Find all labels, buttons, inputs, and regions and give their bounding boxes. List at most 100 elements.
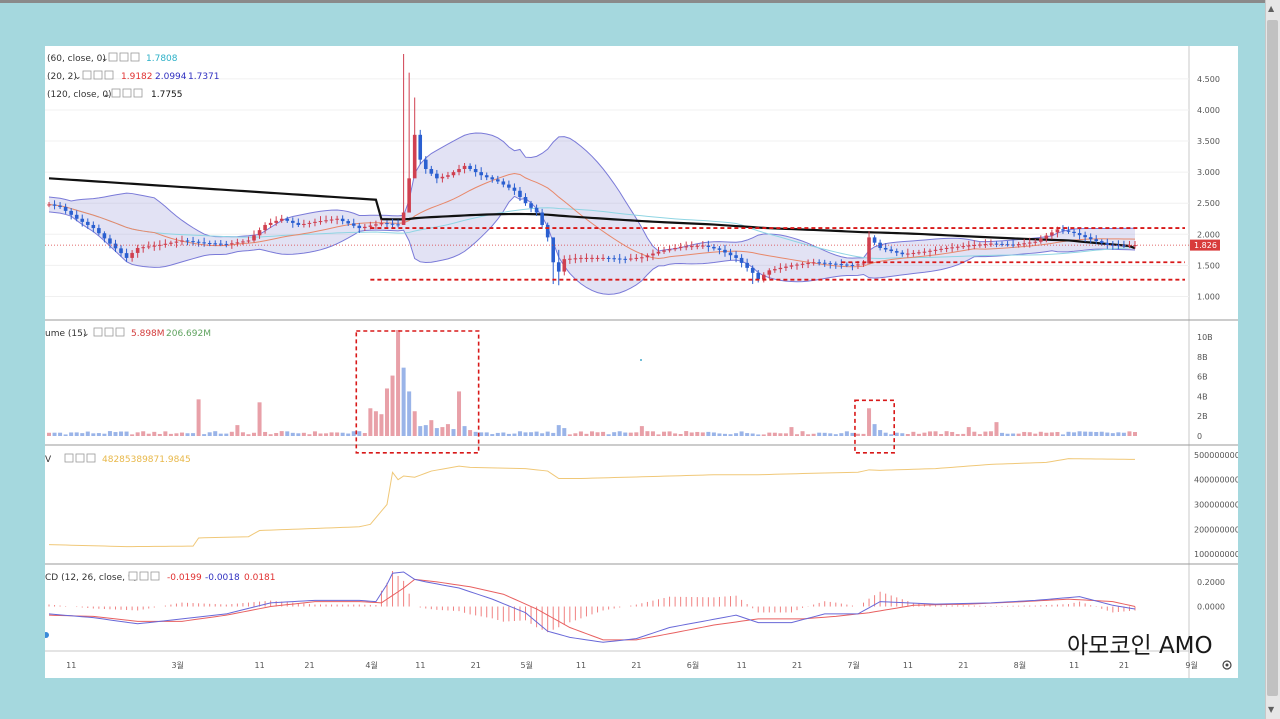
volume-bar[interactable]	[612, 432, 617, 436]
candle-body[interactable]	[257, 230, 262, 236]
volume-bar[interactable]	[667, 431, 672, 436]
volume-bar[interactable]	[1005, 433, 1010, 436]
legend-bollinger[interactable]: (20, 2) ⌄ 1.9182 2.0994 1.7371	[47, 70, 220, 82]
volume-bar[interactable]	[1000, 432, 1005, 436]
candle-body[interactable]	[523, 196, 528, 204]
candle-body[interactable]	[833, 263, 838, 265]
candle-body[interactable]	[712, 246, 716, 249]
candle-body[interactable]	[174, 241, 179, 243]
ma120-line[interactable]	[48, 177, 1136, 250]
volume-bar[interactable]	[634, 432, 639, 436]
gear-icon[interactable]	[93, 70, 103, 80]
volume-bar[interactable]	[440, 427, 445, 436]
candle-body[interactable]	[363, 226, 367, 229]
volume-bar[interactable]	[113, 432, 118, 436]
volume-bar[interactable]	[379, 414, 384, 436]
volume-bar[interactable]	[301, 432, 306, 436]
volume-bar[interactable]	[1033, 433, 1038, 436]
candle-body[interactable]	[390, 223, 395, 225]
candle-body[interactable]	[1022, 243, 1026, 245]
candle-body[interactable]	[74, 214, 79, 219]
candle-body[interactable]	[1011, 244, 1015, 246]
candle-body[interactable]	[784, 266, 788, 268]
volume-bar[interactable]	[828, 433, 833, 436]
candle-body[interactable]	[701, 245, 705, 247]
legend-volume[interactable]: ume (15) ⌄ 5.898M 206.692M	[45, 327, 211, 339]
volume-bar[interactable]	[540, 433, 545, 436]
candle-body[interactable]	[324, 220, 328, 222]
candle-body[interactable]	[268, 222, 273, 225]
close-icon[interactable]	[133, 88, 143, 98]
candle-body[interactable]	[252, 235, 256, 241]
eye-icon[interactable]	[111, 88, 121, 98]
volume-bar[interactable]	[274, 433, 279, 436]
candle-body[interactable]	[928, 250, 932, 252]
volume-bar[interactable]	[1072, 432, 1077, 436]
volume-bar[interactable]	[191, 433, 196, 436]
chevron-down-icon[interactable]: ⌄	[82, 329, 90, 339]
eye-icon[interactable]	[128, 571, 138, 581]
gear-icon[interactable]	[119, 52, 129, 62]
scroll-marker[interactable]	[45, 632, 49, 638]
volume-bar[interactable]	[1094, 432, 1099, 436]
candle-body[interactable]	[867, 237, 871, 264]
candle-body[interactable]	[850, 264, 855, 266]
volume-bar[interactable]	[257, 402, 262, 436]
candle-body[interactable]	[856, 264, 860, 266]
volume-bar[interactable]	[850, 432, 855, 436]
volume-bar[interactable]	[966, 427, 971, 436]
volume-bar[interactable]	[1127, 431, 1132, 436]
volume-bar[interactable]	[473, 431, 478, 436]
candle-body[interactable]	[124, 253, 129, 258]
volume-bar[interactable]	[1016, 433, 1021, 436]
volume-bar[interactable]	[152, 431, 157, 436]
legend-obv[interactable]: V 48285389871.9845	[45, 453, 191, 465]
candle-body[interactable]	[235, 242, 240, 244]
volume-bar[interactable]	[401, 367, 406, 436]
close-icon[interactable]	[86, 453, 96, 463]
candle-body[interactable]	[551, 237, 556, 263]
chevron-down-icon[interactable]: ⌄	[101, 54, 109, 64]
candle-body[interactable]	[63, 206, 68, 211]
candle-body[interactable]	[163, 243, 168, 245]
volume-bar[interactable]	[939, 434, 944, 436]
candle-body[interactable]	[457, 169, 461, 173]
volume-bar[interactable]	[878, 430, 883, 436]
candle-body[interactable]	[955, 246, 960, 248]
volume-bar[interactable]	[545, 431, 550, 436]
candle-body[interactable]	[102, 233, 107, 239]
volume-bar[interactable]	[606, 434, 611, 436]
candle-body[interactable]	[1127, 245, 1132, 247]
bollinger-lower-line[interactable]	[48, 195, 1136, 295]
candle-body[interactable]	[191, 241, 195, 243]
candle-body[interactable]	[989, 243, 993, 245]
volume-bar[interactable]	[673, 433, 678, 436]
volume-bar[interactable]	[407, 391, 412, 436]
candle-body[interactable]	[900, 252, 905, 255]
candle-body[interactable]	[335, 218, 339, 220]
macd-pane[interactable]: 0.2000 0.0000	[48, 571, 1225, 643]
candle-body[interactable]	[302, 223, 306, 225]
candle-body[interactable]	[861, 263, 866, 265]
eye-icon[interactable]	[108, 52, 118, 62]
candle-body[interactable]	[435, 173, 439, 179]
candle-body[interactable]	[617, 258, 622, 260]
volume-bar[interactable]	[368, 408, 373, 436]
candle-body[interactable]	[246, 240, 251, 242]
volume-bar[interactable]	[412, 411, 417, 436]
ma60-line[interactable]	[48, 203, 1136, 260]
volume-bar[interactable]	[961, 433, 966, 436]
volume-bar[interactable]	[617, 431, 622, 436]
candle-body[interactable]	[135, 247, 140, 253]
candle-body[interactable]	[368, 225, 373, 227]
volume-bar[interactable]	[246, 434, 251, 436]
chart-canvas[interactable]: 1.000 1.500 2.000 2.500 3.000 3.500 4.000 4.500…	[45, 46, 1238, 678]
candle-body[interactable]	[484, 175, 489, 178]
volume-bar[interactable]	[861, 433, 866, 436]
candle-body[interactable]	[917, 252, 921, 254]
candle-body[interactable]	[734, 255, 738, 258]
volume-bar[interactable]	[423, 425, 428, 436]
volume-bar[interactable]	[623, 432, 628, 436]
candle-body[interactable]	[562, 259, 567, 272]
volume-bar[interactable]	[312, 431, 317, 436]
